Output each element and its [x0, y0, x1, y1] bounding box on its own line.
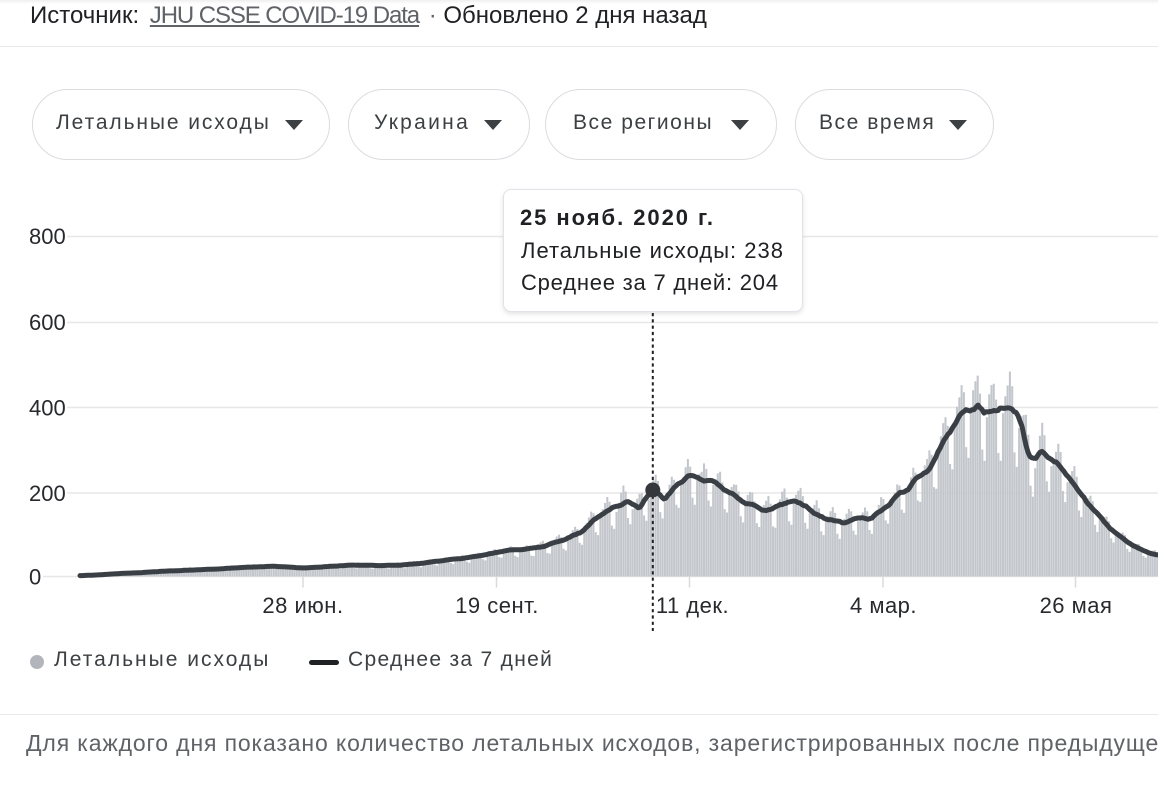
- svg-text:11 дек.: 11 дек.: [656, 593, 729, 618]
- svg-text:600: 600: [29, 310, 66, 335]
- svg-text:28 июн.: 28 июн.: [262, 593, 343, 618]
- svg-text:200: 200: [29, 481, 66, 506]
- svg-text:26 мая: 26 мая: [1040, 593, 1113, 618]
- svg-text:800: 800: [29, 224, 66, 249]
- svg-text:4 мар.: 4 мар.: [850, 593, 917, 618]
- svg-text:19 сент.: 19 сент.: [455, 593, 539, 618]
- svg-text:400: 400: [29, 396, 66, 421]
- svg-text:0: 0: [29, 565, 41, 590]
